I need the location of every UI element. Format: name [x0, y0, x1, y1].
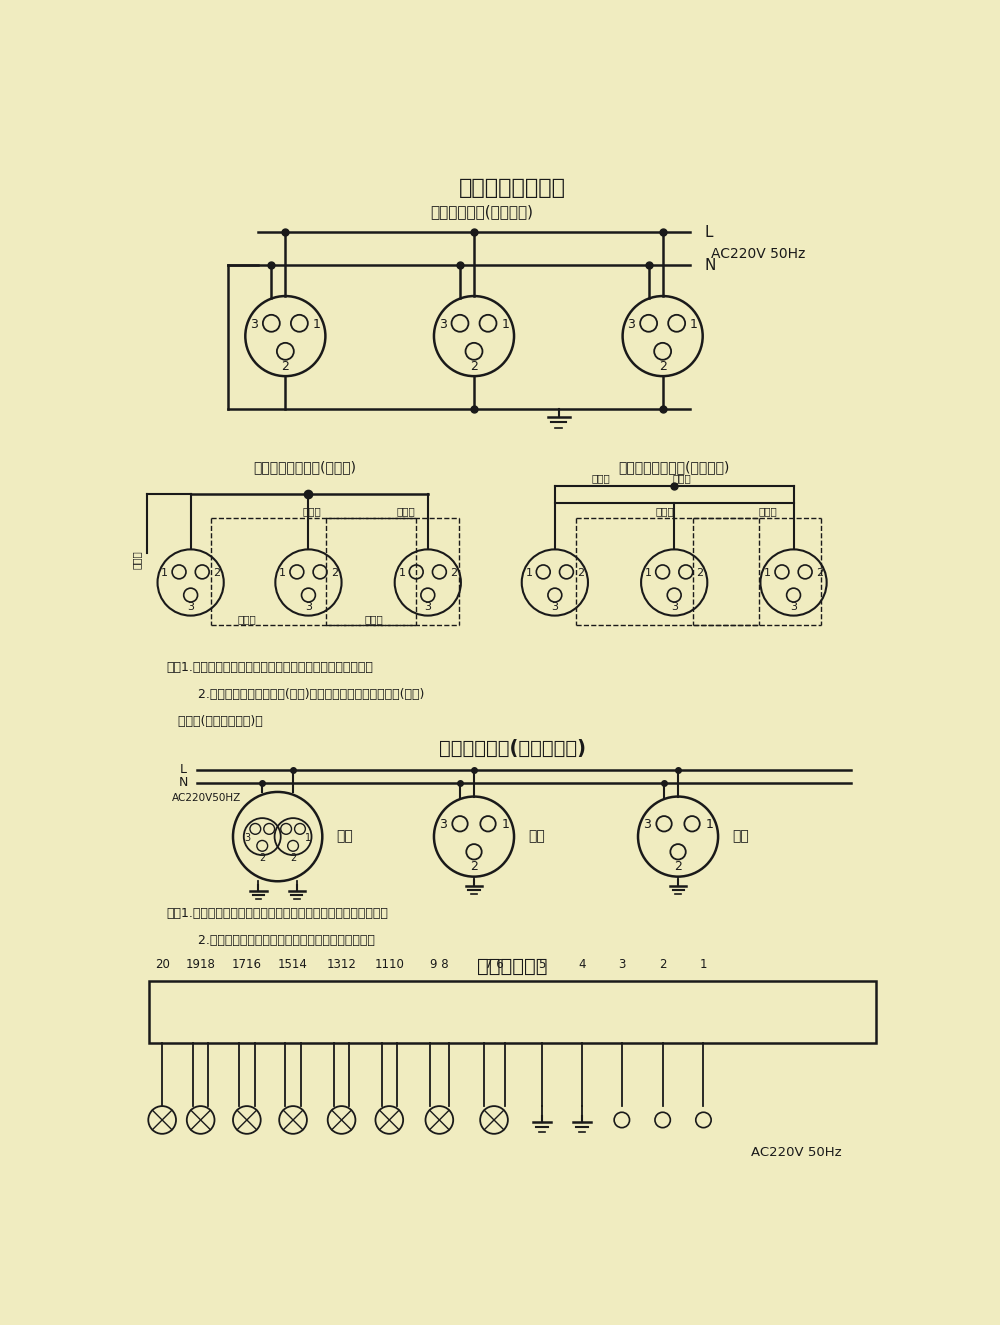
- Text: N: N: [705, 258, 716, 273]
- Text: 屏蔽线: 屏蔽线: [759, 506, 778, 517]
- Text: 屏蔽线: 屏蔽线: [656, 506, 674, 517]
- Text: AC220V 50Hz: AC220V 50Hz: [711, 246, 806, 261]
- Text: 3: 3: [245, 833, 251, 843]
- Text: 5: 5: [538, 958, 545, 971]
- Text: 2: 2: [259, 853, 265, 863]
- Text: 1110: 1110: [374, 958, 404, 971]
- Text: 3: 3: [250, 318, 258, 331]
- Text: 3: 3: [305, 603, 312, 612]
- Text: 3: 3: [439, 318, 447, 331]
- Text: 2: 2: [281, 359, 289, 372]
- Text: 2: 2: [674, 860, 682, 873]
- Text: 1: 1: [501, 818, 509, 831]
- Text: 3: 3: [424, 603, 431, 612]
- Text: 2: 2: [470, 359, 478, 372]
- Text: 2: 2: [659, 359, 667, 372]
- Text: 1: 1: [645, 567, 652, 578]
- Text: 副灯: 副灯: [528, 829, 545, 844]
- Text: 1: 1: [305, 833, 311, 843]
- Text: 3: 3: [551, 603, 558, 612]
- Text: 1918: 1918: [186, 958, 216, 971]
- Text: 则不用(特种型号除外)。: 则不用(特种型号除外)。: [166, 714, 263, 727]
- Text: N: N: [178, 776, 188, 790]
- Text: 副灯: 副灯: [732, 829, 749, 844]
- Text: 1: 1: [398, 567, 405, 578]
- Text: 1: 1: [690, 318, 698, 331]
- Text: 主控灯接线图(也叫母子灯): 主控灯接线图(也叫母子灯): [439, 738, 586, 758]
- Text: 1: 1: [700, 958, 707, 971]
- Text: 3: 3: [187, 603, 194, 612]
- Text: 2: 2: [213, 567, 220, 578]
- Text: 同步线接线示意图(慢启动): 同步线接线示意图(慢启动): [253, 460, 356, 474]
- Text: AC220V 50Hz: AC220V 50Hz: [751, 1146, 842, 1159]
- Text: 9 8: 9 8: [430, 958, 449, 971]
- Text: 4: 4: [578, 958, 586, 971]
- Text: 2: 2: [816, 567, 823, 578]
- Text: 3: 3: [618, 958, 626, 971]
- Text: 1312: 1312: [327, 958, 356, 971]
- Text: 2: 2: [659, 958, 666, 971]
- Text: 注：1.屏蔽线的红芯为输出信号，屏蔽线的黄芯为接受信号。: 注：1.屏蔽线的红芯为输出信号，屏蔽线的黄芯为接受信号。: [166, 661, 373, 673]
- Text: 3: 3: [790, 603, 797, 612]
- Text: 控制箱接线图: 控制箱接线图: [477, 957, 548, 975]
- Text: 7 6: 7 6: [485, 958, 503, 971]
- Text: 1716: 1716: [232, 958, 262, 971]
- Text: L: L: [705, 225, 714, 240]
- Text: 1514: 1514: [278, 958, 308, 971]
- Text: 屏蔽线: 屏蔽线: [397, 506, 416, 517]
- Text: 黄芯线: 黄芯线: [673, 473, 691, 484]
- Text: 1: 1: [313, 318, 321, 331]
- Text: AC220V50HZ: AC220V50HZ: [172, 794, 241, 803]
- Text: 3: 3: [671, 603, 678, 612]
- Text: 2: 2: [696, 567, 704, 578]
- Text: 2: 2: [290, 853, 296, 863]
- Text: 1: 1: [764, 567, 771, 578]
- Text: 2: 2: [470, 860, 478, 873]
- Text: 3: 3: [627, 318, 635, 331]
- Text: 1: 1: [279, 567, 286, 578]
- Text: 20: 20: [155, 958, 170, 971]
- Text: 红芯线: 红芯线: [592, 473, 610, 484]
- Text: 1: 1: [161, 567, 168, 578]
- Text: 屏蔽线: 屏蔽线: [303, 506, 322, 517]
- Text: 2.第一台灯的接受信号线(黄芯)和末尾一台灯的输出信号线(红芯): 2.第一台灯的接受信号线(黄芯)和末尾一台灯的输出信号线(红芯): [166, 688, 424, 701]
- Text: 红芯线: 红芯线: [365, 615, 383, 624]
- Text: 注：1.主灯白天自动关闭，晚上自动打开，副灯与主灯同步闪光。: 注：1.主灯白天自动关闭，晚上自动打开，副灯与主灯同步闪光。: [166, 908, 388, 920]
- Text: 电源线接线图(航空插头): 电源线接线图(航空插头): [430, 204, 533, 219]
- Text: 航空障碍灯接线图: 航空障碍灯接线图: [459, 179, 566, 199]
- Text: 3: 3: [643, 818, 651, 831]
- Bar: [149, 982, 876, 1043]
- Text: 1: 1: [705, 818, 713, 831]
- Text: 2: 2: [331, 567, 338, 578]
- Text: 红芯线: 红芯线: [132, 550, 142, 568]
- Text: L: L: [179, 763, 186, 776]
- Text: 同步线接线示意图(直接启动): 同步线接线示意图(直接启动): [619, 460, 730, 474]
- Text: 2: 2: [577, 567, 584, 578]
- Text: 红芯线: 红芯线: [237, 615, 256, 624]
- Text: 1: 1: [501, 318, 509, 331]
- Text: 2.采用主控灯控制，性能十分稳定可靠，布线简单。: 2.采用主控灯控制，性能十分稳定可靠，布线简单。: [166, 934, 375, 947]
- Text: 3: 3: [439, 818, 447, 831]
- Text: 2: 2: [450, 567, 457, 578]
- Text: 主灯: 主灯: [336, 829, 353, 844]
- Text: 1: 1: [526, 567, 533, 578]
